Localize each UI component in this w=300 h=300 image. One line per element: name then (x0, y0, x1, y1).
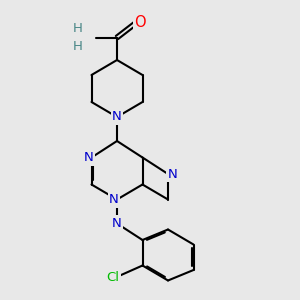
Text: N: N (112, 110, 122, 124)
Text: N: N (112, 217, 122, 230)
Text: N: N (84, 151, 93, 164)
Text: Cl: Cl (106, 271, 119, 284)
Text: N: N (109, 193, 119, 206)
Text: H: H (73, 40, 83, 53)
Text: N: N (168, 167, 177, 181)
Text: O: O (134, 15, 146, 30)
Text: H: H (73, 22, 83, 35)
